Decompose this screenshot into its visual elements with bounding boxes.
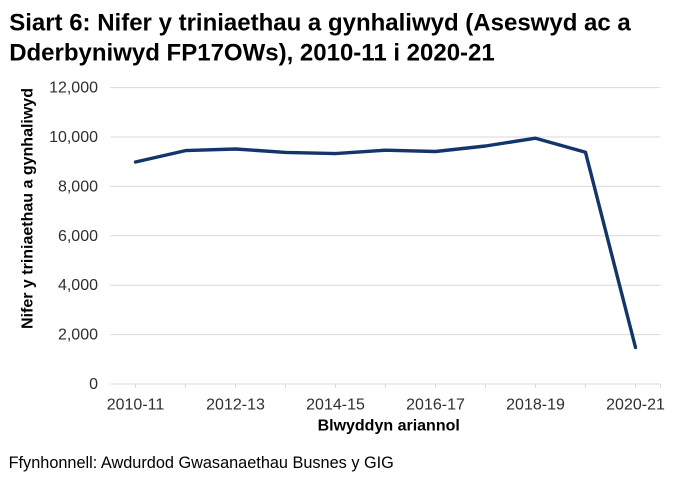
- svg-text:2014-15: 2014-15: [306, 397, 365, 414]
- svg-text:12,000: 12,000: [49, 80, 98, 97]
- svg-text:2020-21: 2020-21: [606, 397, 665, 414]
- svg-text:2016-17: 2016-17: [406, 397, 465, 414]
- svg-text:2010-11: 2010-11: [107, 397, 165, 414]
- svg-text:Ffynhonnell: Awdurdod Gwasanae: Ffynhonnell: Awdurdod Gwasanaethau Busne…: [9, 454, 394, 472]
- svg-text:2018-19: 2018-19: [506, 397, 565, 414]
- svg-text:Nifer y triniaethau a gynhaliw: Nifer y triniaethau a gynhaliwyd: [20, 88, 37, 329]
- svg-text:2012-13: 2012-13: [206, 397, 265, 414]
- svg-text:0: 0: [89, 376, 98, 393]
- svg-text:6,000: 6,000: [58, 228, 98, 245]
- svg-text:4,000: 4,000: [58, 277, 98, 294]
- svg-text:Siart 6: Nifer y triniaethau a: Siart 6: Nifer y triniaethau a gynhaliwy…: [9, 10, 631, 37]
- svg-text:10,000: 10,000: [49, 129, 98, 146]
- svg-text:2,000: 2,000: [58, 327, 98, 344]
- svg-text:Dderbyniwyd FP17OWs), 2010-11: Dderbyniwyd FP17OWs), 2010-11 i 2020-21: [9, 39, 495, 66]
- svg-text:Blwyddyn ariannol: Blwyddyn ariannol: [318, 417, 460, 434]
- svg-text:8,000: 8,000: [58, 178, 98, 195]
